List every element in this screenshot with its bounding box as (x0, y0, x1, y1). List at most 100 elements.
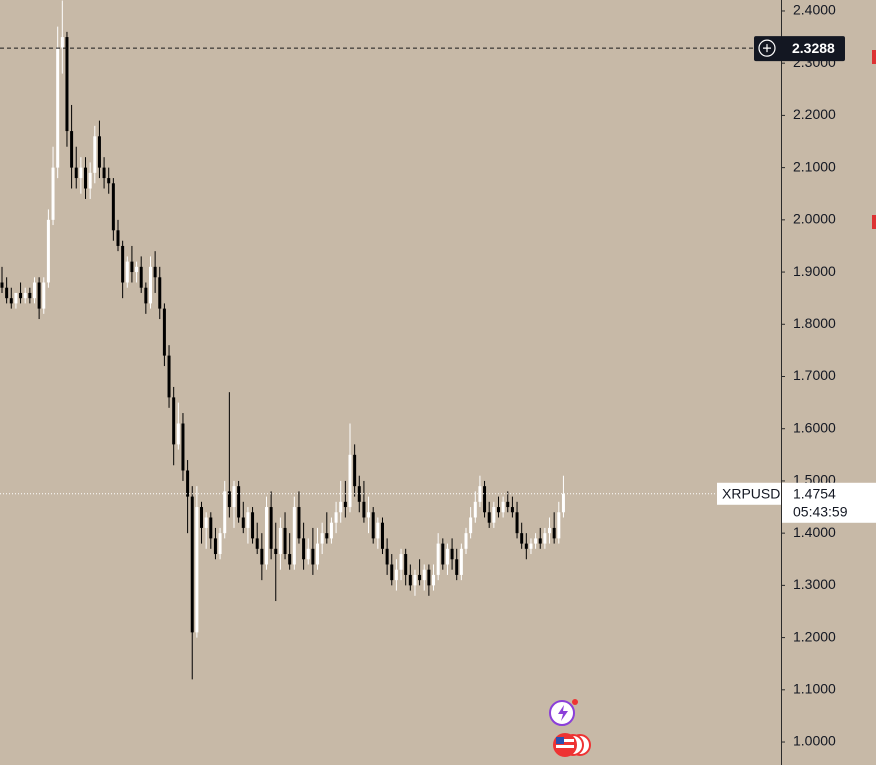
candle-body (84, 167, 88, 189)
candle-body (487, 512, 491, 523)
price-label-box (782, 482, 876, 523)
candle-body (121, 245, 125, 283)
candle-body (213, 538, 217, 555)
crosshair-label-box (754, 36, 845, 62)
candle-body (427, 569, 431, 586)
candle-body (325, 533, 329, 539)
candle-body (371, 512, 375, 539)
candle-body (478, 486, 482, 502)
candle-body (404, 554, 408, 575)
last-price-label: 1.4754 (793, 485, 836, 501)
candle-body (316, 543, 320, 565)
symbol-label: XRPUSD (722, 485, 780, 501)
candle-body (524, 543, 528, 549)
candle-body (278, 527, 282, 555)
symbol-label-box (717, 482, 781, 505)
candle-body (32, 282, 36, 299)
candle-body (65, 37, 69, 132)
add-alert-button[interactable] (758, 39, 776, 57)
candle-body (51, 167, 55, 220)
candle-body (469, 517, 473, 534)
candle-body (367, 512, 371, 518)
candle-body (251, 512, 255, 539)
flag-canton (556, 737, 564, 744)
candle-body (534, 538, 538, 544)
candle-body (464, 533, 468, 549)
candle-body (107, 178, 111, 184)
candle-body (241, 517, 245, 528)
candle-body (450, 548, 454, 560)
y-tick-label: 2.4000 (793, 2, 836, 18)
candle-body (320, 533, 324, 544)
candle-body (334, 512, 338, 523)
y-tick-label: 2.2000 (793, 106, 836, 122)
candle-body (93, 136, 97, 173)
candle-body (195, 507, 199, 633)
candle-body (515, 512, 519, 534)
candle-body (5, 287, 9, 299)
candle-body (557, 512, 561, 539)
candle-body (510, 507, 514, 513)
candle-body (390, 564, 394, 581)
candle-body (357, 486, 361, 502)
candle-body (153, 266, 157, 278)
candle-body (111, 183, 115, 231)
crosshair-price-label: 2.3288 (792, 40, 835, 56)
candle-body (200, 507, 204, 528)
event-icons (549, 699, 591, 757)
candle-body (172, 397, 176, 445)
candle-body (506, 501, 510, 508)
y-tick-label: 2.1000 (793, 158, 836, 174)
candle-body (42, 282, 46, 309)
y-tick-label: 1.6000 (793, 419, 836, 435)
y-tick-label: 1.8000 (793, 315, 836, 331)
candle-body (548, 527, 552, 534)
candle-body (255, 538, 259, 549)
candle-body (227, 491, 231, 508)
candle-body (436, 543, 440, 575)
event-icon-bolt (558, 705, 568, 721)
candle-body (302, 538, 306, 560)
candle-body (520, 533, 524, 544)
y-tick-label: 1.2000 (793, 628, 836, 644)
candle-body (538, 538, 542, 544)
edge-marker (872, 50, 876, 64)
candle-body (176, 423, 180, 445)
candle-body (9, 298, 13, 304)
candle-body (167, 355, 171, 398)
candle-body (362, 501, 366, 518)
candle-body (23, 292, 27, 299)
candle-body (116, 230, 120, 246)
countdown-label: 05:43:59 (793, 503, 848, 519)
candle-body (102, 167, 106, 179)
event-icon-dot (572, 699, 578, 705)
candle-body (204, 517, 208, 528)
candle-body (190, 496, 194, 633)
candle-body (297, 507, 301, 539)
y-tick-label: 1.7000 (793, 367, 836, 383)
candle-body (162, 308, 166, 356)
candle-body (260, 548, 264, 565)
candle-body (422, 569, 426, 581)
candle-body (380, 522, 384, 549)
candle-body (237, 486, 241, 518)
candle-body (264, 507, 268, 565)
candle-body (232, 486, 236, 508)
candle-body (46, 219, 50, 283)
candle-body (56, 47, 60, 168)
candle-body (501, 501, 505, 513)
candle-body (413, 574, 417, 586)
candle-body (88, 172, 92, 189)
candle-body (552, 527, 556, 539)
candle-body (283, 527, 287, 555)
candle-body (441, 543, 445, 565)
flag-stripe (556, 745, 574, 748)
candle-body (329, 522, 333, 539)
candle-body (223, 491, 227, 534)
candle-body (483, 486, 487, 513)
candle-body (561, 493, 565, 513)
candle-body (186, 470, 190, 497)
candle-body (445, 548, 449, 565)
